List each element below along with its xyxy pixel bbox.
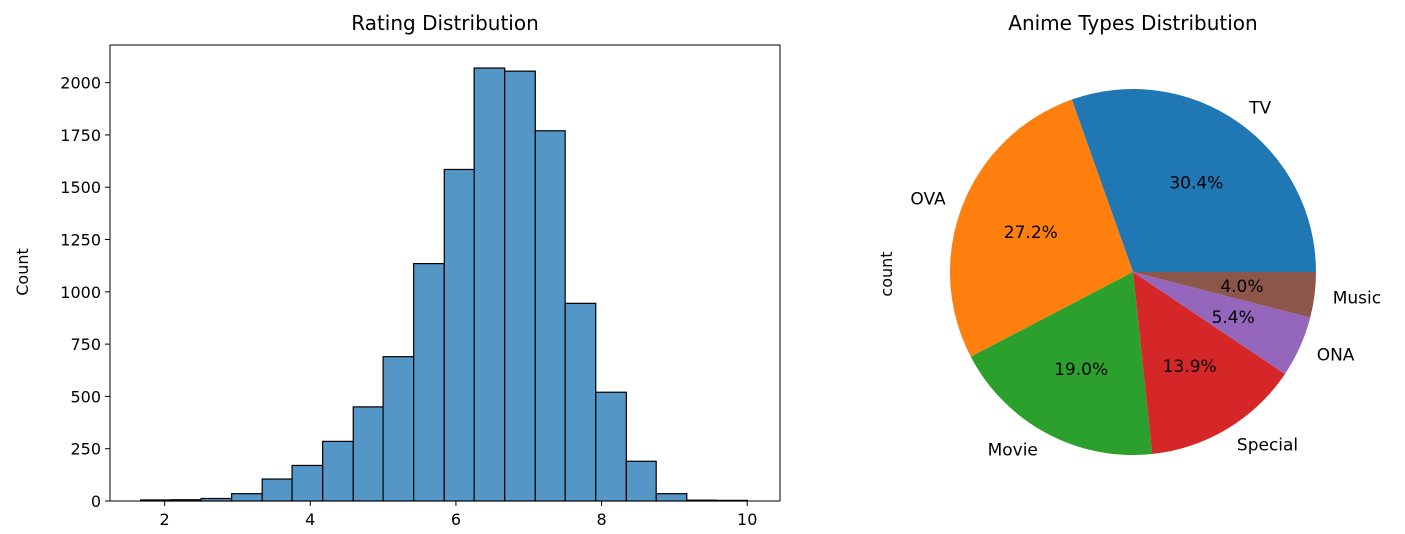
y-tick-label: 1250 [60,231,101,250]
rating-histogram: Rating Distribution Count 2 4 6 8 10 0 250 500… [13,11,781,529]
y-tick-label: 1000 [60,283,101,302]
pie-slice-tv [1071,88,1316,273]
pie-pct-label: 5.4% [1212,308,1255,328]
x-tick-label: 2 [160,510,170,529]
hist-bar [625,460,657,502]
hist-y-axis: 0 250 500 750 1000 1250 1500 1750 2000 [60,74,110,511]
hist-ylabel: Count [13,248,32,296]
hist-bar [322,440,354,502]
pie-slice-special [1133,272,1285,454]
hist-bar [261,478,293,502]
x-tick-label: 8 [596,510,606,529]
y-tick-label: 1500 [60,178,101,197]
y-tick-label: 250 [70,440,101,459]
hist-bar [291,464,324,502]
pie-slice-movie [970,272,1153,455]
pie-slice-label: Movie [988,440,1038,460]
pie-slice-label: Music [1333,288,1381,308]
hist-bar [231,493,263,502]
pie-labels: 30.4% TV 27.2% OVA 19.0% Movie 13.9% Special 5.4… [910,99,1381,461]
x-tick-label: 4 [305,510,315,529]
hist-bar [564,302,597,502]
hist-bar [534,130,566,502]
x-tick-label: 6 [451,510,461,529]
hist-bar [473,67,506,502]
pie-slice-label: TV [1248,99,1271,119]
hist-bar [352,406,384,502]
y-tick-label: 1750 [60,126,101,145]
hist-bar [655,493,688,502]
pie-slice-ova [949,99,1133,357]
x-tick-label: 10 [737,510,757,529]
pie-slice-music [1133,272,1316,318]
hist-title: Rating Distribution [351,11,539,35]
hist-bars [139,67,748,502]
y-tick-label: 0 [91,492,101,511]
pie-title: Anime Types Distribution [1008,11,1257,35]
pie-pct-label: 4.0% [1220,277,1263,297]
hist-frame [109,44,781,502]
pie-slice-label: Special [1237,435,1298,455]
hist-bar [413,262,445,502]
pie-pct-label: 13.9% [1163,357,1217,377]
pie-slices [949,88,1316,455]
pie-slice-label: OVA [910,189,946,209]
y-tick-label: 2000 [60,74,101,93]
y-tick-label: 750 [70,335,101,354]
hist-bar [443,168,475,502]
pie-slice-ona [1133,272,1311,374]
anime-types-pie: Anime Types Distribution count 30.4% TV 27… [877,11,1381,460]
pie-pct-label: 30.4% [1169,173,1223,193]
hist-bar [595,391,627,502]
y-tick-label: 500 [70,387,101,406]
pie-slice-label: ONA [1317,345,1355,365]
pie-pct-label: 19.0% [1054,360,1108,380]
pie-pct-label: 27.2% [1004,223,1058,243]
hist-x-axis: 2 4 6 8 10 [160,501,757,529]
hist-bar [382,356,415,502]
hist-bar [504,70,536,502]
pie-ylabel: count [877,251,896,296]
